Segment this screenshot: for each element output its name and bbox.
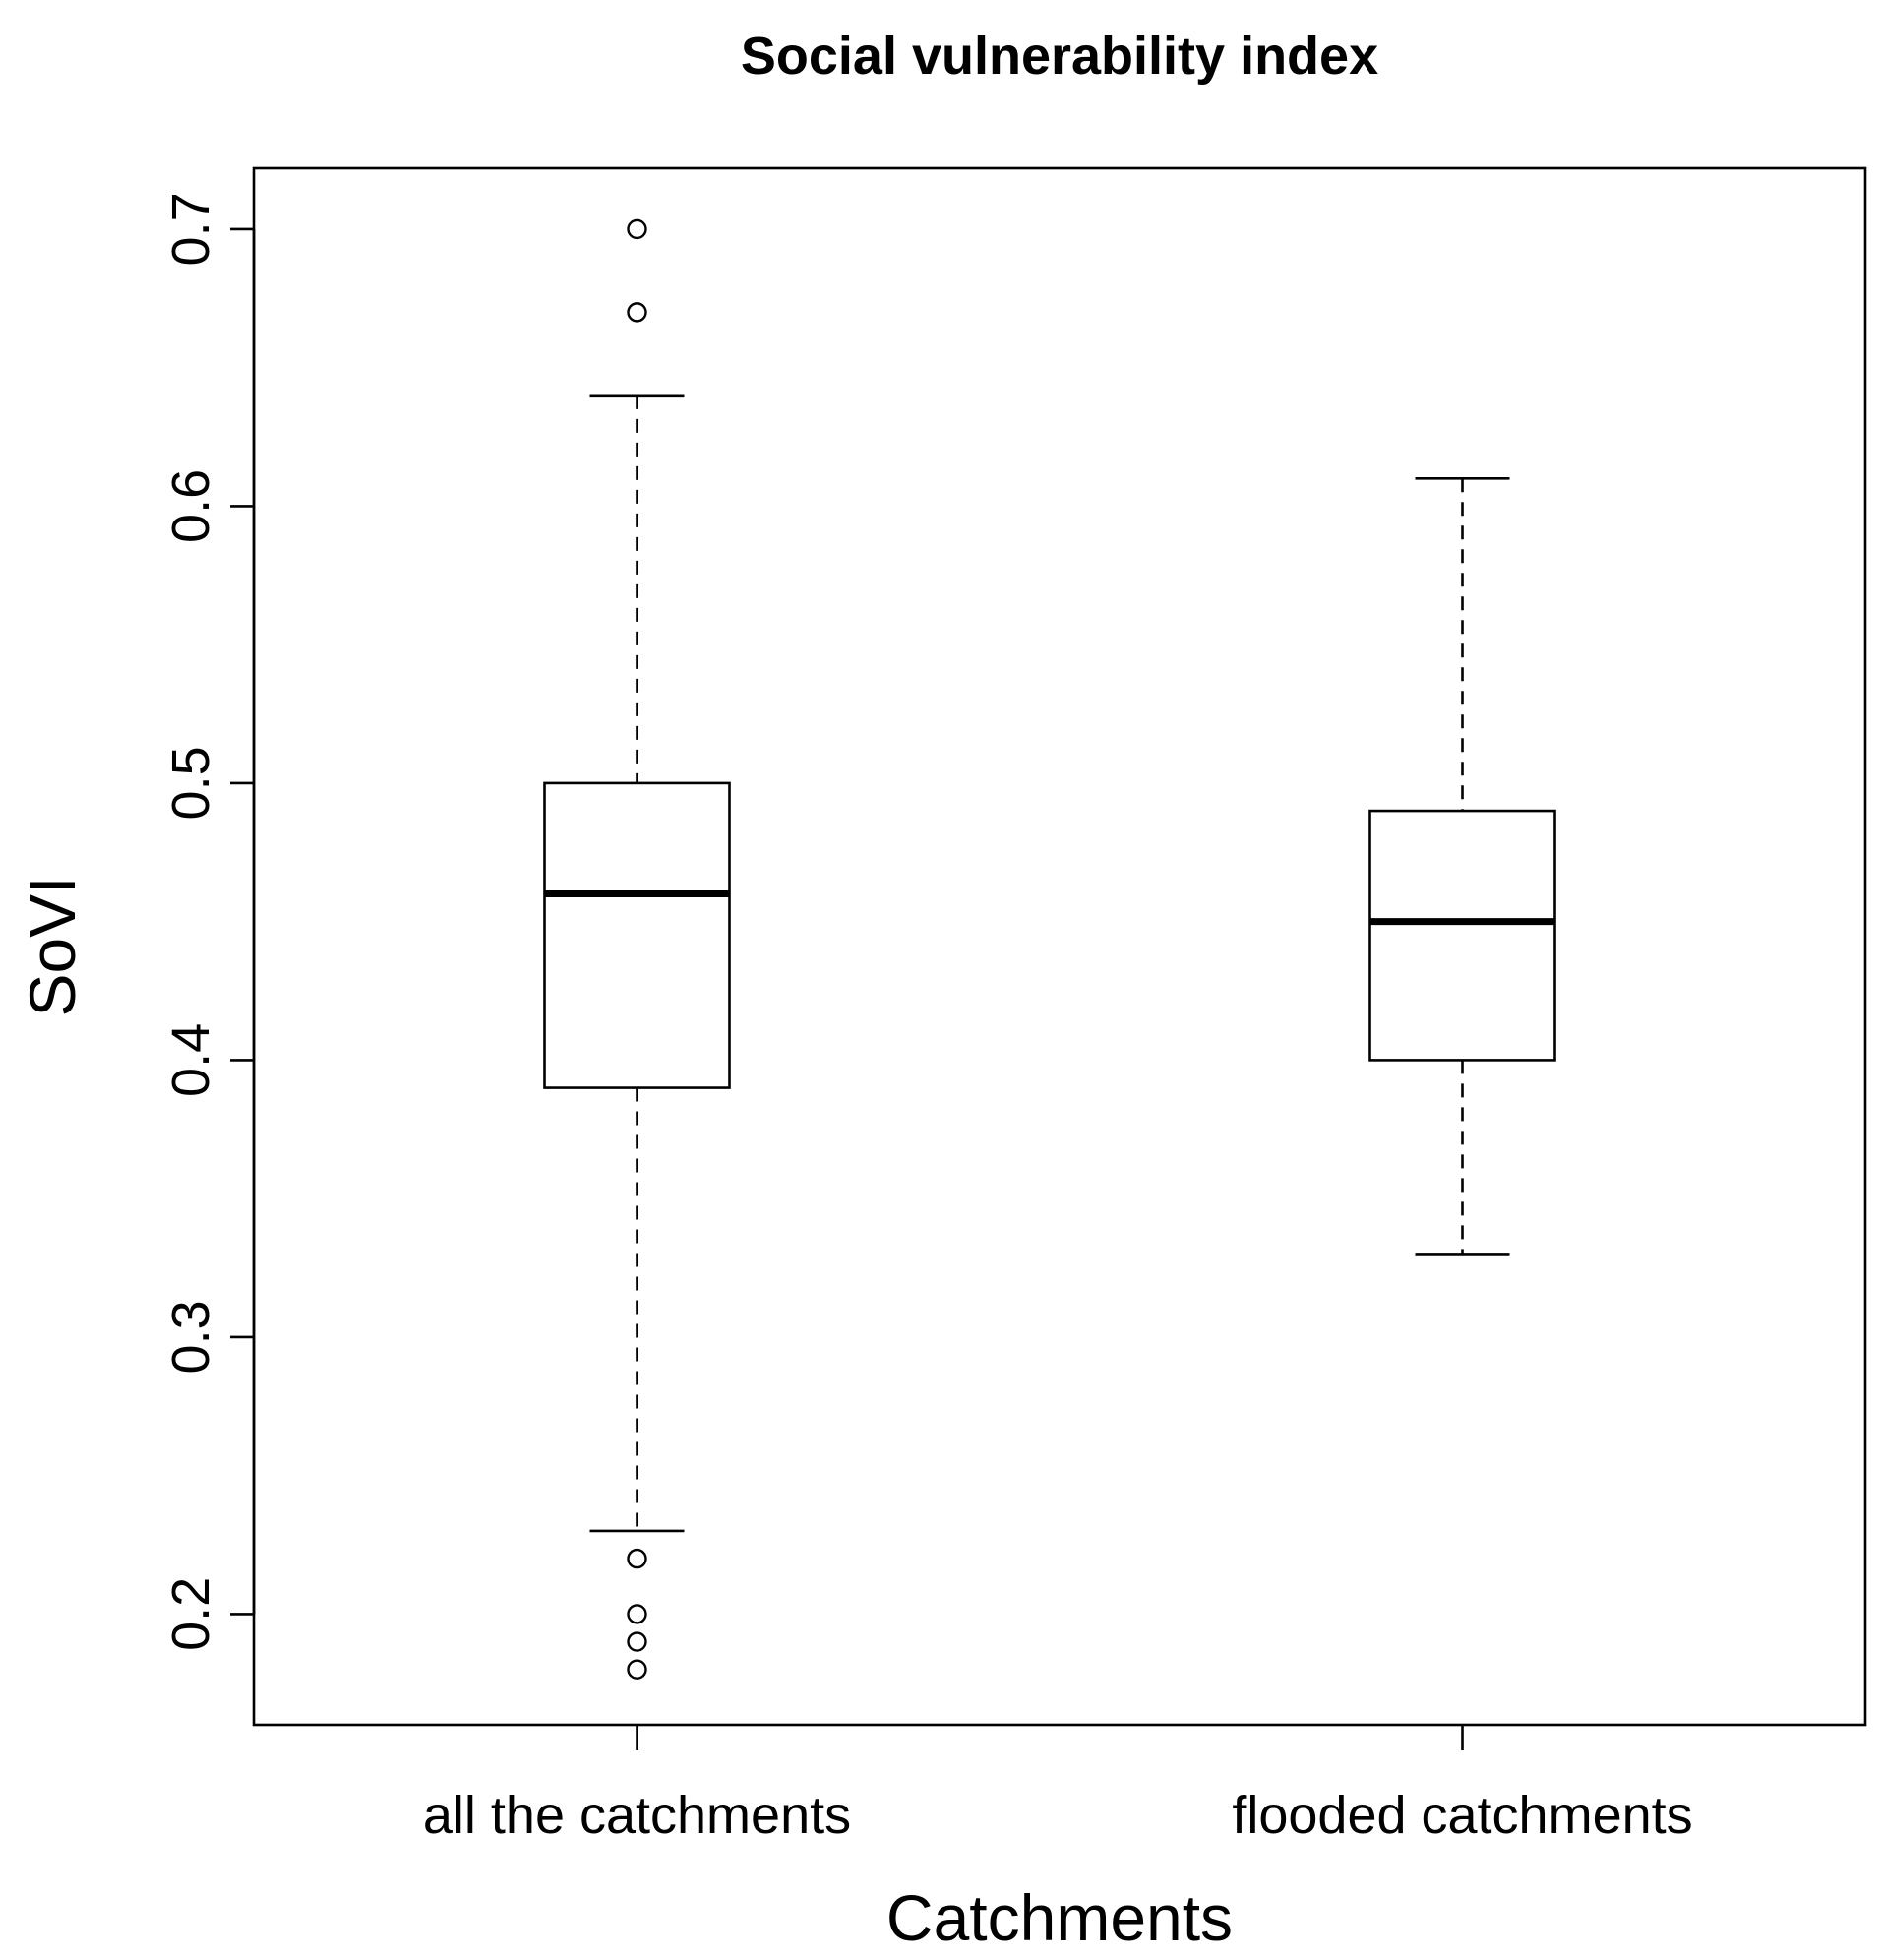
x-axis: all the catchments flooded catchments: [423, 1725, 1693, 1845]
chart-title: Social vulnerability index: [741, 27, 1378, 86]
x-category-label: all the catchments: [423, 1786, 851, 1845]
y-tick-label: 0.5: [161, 746, 220, 820]
y-tick-label: 0.4: [161, 1023, 220, 1097]
x-category-label: flooded catchments: [1232, 1786, 1692, 1845]
outlier-point: [627, 1631, 647, 1652]
outlier-point: [627, 302, 647, 323]
outlier-point: [627, 1548, 647, 1569]
x-axis-title: Catchments: [886, 1881, 1233, 1954]
y-tick-label: 0.2: [161, 1577, 220, 1651]
y-tick-label: 0.7: [161, 192, 220, 266]
outlier-point: [627, 1604, 647, 1624]
plot-frame: [252, 166, 1867, 1727]
y-tick-label: 0.3: [161, 1300, 220, 1374]
y-axis: 0.2 0.3 0.4 0.5 0.6 0.7: [161, 192, 256, 1651]
y-axis-title: SoVI: [16, 876, 89, 1016]
box-group: [1368, 476, 1556, 1256]
box-group: [543, 218, 731, 1680]
box-iqr: [1368, 809, 1556, 1062]
outlier-point: [627, 218, 647, 240]
y-tick-label: 0.6: [161, 469, 220, 543]
boxes-layer: [543, 218, 1556, 1680]
outlier-point: [627, 1659, 647, 1680]
box-iqr: [543, 781, 731, 1089]
